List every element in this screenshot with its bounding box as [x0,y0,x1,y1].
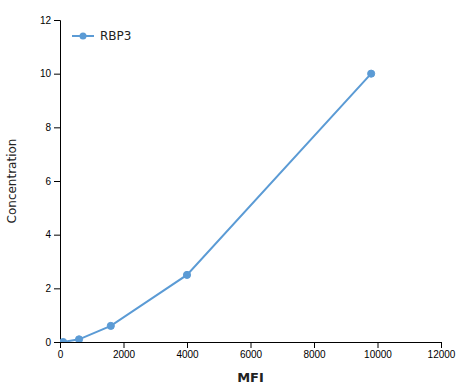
legend-label: RBP3 [100,29,131,43]
x-tick-mark [124,342,125,348]
marker [60,338,67,342]
plot: 0 2000 4000 6000 8000 10000 12000 0 2 4 6 8 10 12 MFI C… [5,15,456,385]
x-tick-mark [187,342,188,348]
x-tick-mark [251,342,252,348]
y-tick-label: 10 [40,68,52,79]
x-tick-mark [441,342,442,348]
x-tick-label: 0 [58,349,64,360]
y-tick: 0 [45,337,60,348]
y-tick: 12 [40,15,60,26]
y-tick-mark [54,288,60,289]
legend-item: RBP3 [72,29,131,43]
x-axis-title: MFI [237,370,264,385]
y-tick: 8 [45,122,60,133]
y-axis: 0 2 4 6 8 10 12 [40,15,61,348]
y-tick-label: 2 [45,283,51,294]
chart: 0 2000 4000 6000 8000 10000 12000 0 2 4 6 8 10 12 MFI C… [0,0,469,392]
y-tick-mark [54,235,60,236]
x-tick: 2000 [113,342,136,360]
y-tick-mark [54,342,60,343]
marker [107,322,114,329]
x-axis: 0 2000 4000 6000 8000 10000 12000 [58,342,456,360]
y-tick-label: 0 [45,337,51,348]
x-tick-label: 12000 [428,349,456,360]
y-tick-mark [54,127,60,128]
x-tick: 10000 [364,342,392,360]
y-tick-mark [54,181,60,182]
x-tick: 6000 [240,342,263,360]
y-tick: 2 [45,283,60,294]
line [63,74,371,342]
y-axis-title: Concentration [5,139,19,224]
y-tick-mark [54,20,60,21]
x-tick: 4000 [176,342,199,360]
y-tick: 10 [40,68,60,79]
marker [75,336,82,342]
x-tick-label: 8000 [303,349,326,360]
y-tick-label: 6 [45,176,51,187]
y-tick-label: 12 [40,15,52,26]
x-tick-label: 4000 [176,349,199,360]
y-tick: 4 [45,229,60,240]
x-tick-label: 6000 [240,349,263,360]
x-tick-label: 2000 [113,349,136,360]
x-tick: 0 [58,342,64,360]
x-tick-mark [378,342,379,348]
y-tick-label: 8 [45,122,51,133]
x-tick-label: 10000 [364,349,392,360]
marker [368,70,375,77]
y-tick: 6 [45,176,60,187]
legend-marker [80,33,87,40]
marker [183,271,190,278]
x-tick-mark [314,342,315,348]
x-tick: 12000 [428,342,456,360]
x-tick: 8000 [303,342,326,360]
y-axis-line [54,21,61,343]
legend: RBP3 [72,29,131,43]
y-tick-mark [54,74,60,75]
marks [60,70,375,342]
x-axis-line [61,343,442,349]
y-tick-label: 4 [45,229,51,240]
